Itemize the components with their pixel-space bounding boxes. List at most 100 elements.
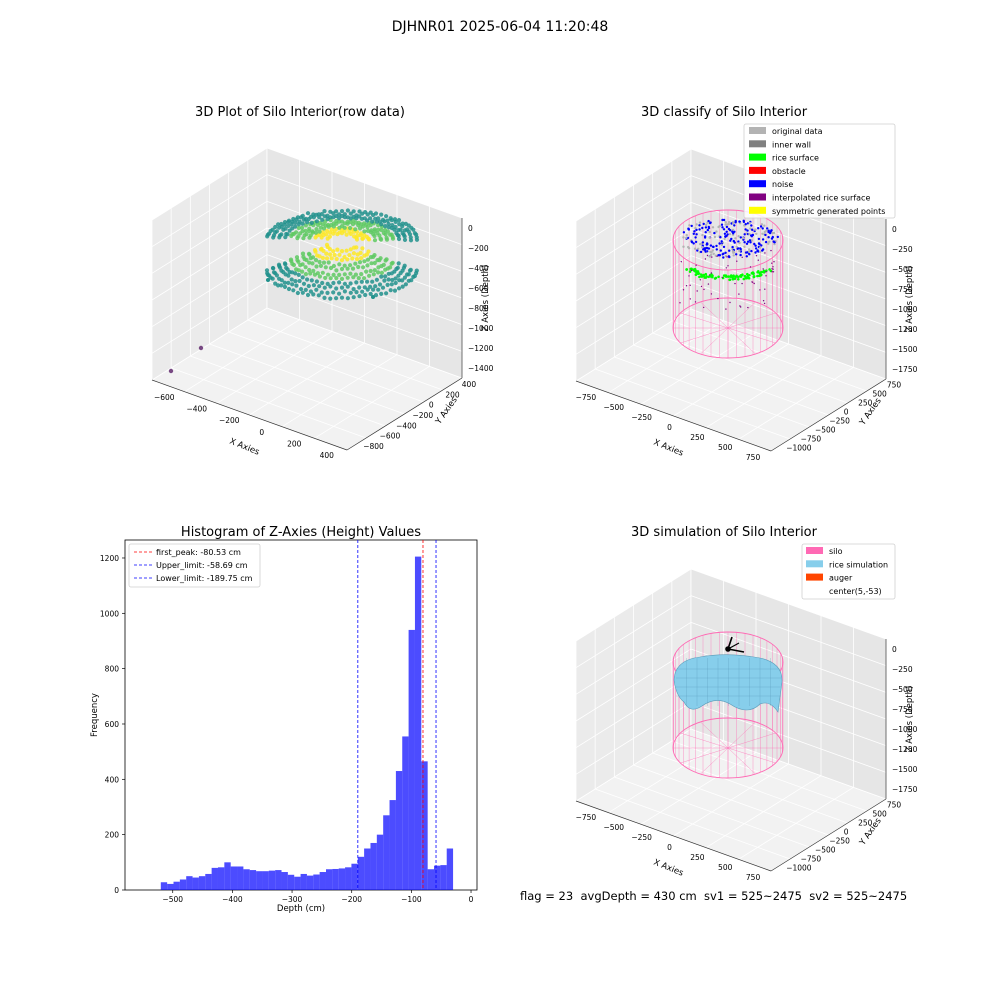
x-tick-label: 0: [259, 428, 264, 437]
data-point: [293, 224, 298, 229]
data-point: [363, 210, 368, 215]
data-point: [334, 268, 339, 273]
classified-point: [752, 275, 756, 278]
classified-point: [731, 276, 734, 280]
data-point: [314, 264, 319, 269]
data-point: [347, 253, 352, 258]
data-point: [271, 270, 277, 275]
data-point: [339, 224, 345, 229]
data-point: [310, 229, 315, 234]
classified-point: [743, 245, 746, 248]
x-tick-label: 750: [746, 873, 761, 882]
data-point: [351, 251, 356, 256]
data-point: [354, 257, 360, 262]
x-tick-label: 250: [690, 433, 705, 442]
z-tick-label: −1000: [892, 305, 918, 314]
classified-point: [722, 245, 726, 249]
legend-label: Lower_limit: -189.75 cm: [156, 574, 253, 583]
classified-point: [719, 236, 722, 239]
data-point: [284, 265, 289, 270]
data-point: [356, 264, 361, 270]
classified-point: [725, 230, 728, 233]
classified-point: [687, 245, 690, 249]
figure-title: DJHNR01 2025-06-04 11:20:48: [392, 19, 609, 35]
data-point: [348, 271, 353, 276]
data-point: [328, 296, 333, 301]
data-point: [390, 234, 395, 239]
data-point: [390, 223, 395, 228]
classified-point: [707, 247, 711, 250]
data-point: [294, 255, 300, 260]
data-point: [393, 280, 398, 286]
data-point: [380, 217, 386, 222]
classified-point: [756, 274, 759, 278]
data-point: [279, 283, 284, 288]
data-point: [323, 265, 328, 270]
data-point: [334, 296, 339, 301]
data-point: [322, 209, 327, 214]
classified-point: [698, 228, 701, 231]
histogram-bar: [211, 867, 218, 890]
data-point: [357, 294, 362, 299]
x-tick-label: −750: [576, 813, 597, 822]
y-axis-label: Frequency: [90, 693, 100, 737]
data-point: [329, 256, 334, 261]
classified-point: [711, 256, 713, 258]
classified-point: [708, 221, 712, 225]
classified-point: [759, 225, 763, 228]
data-point: [396, 233, 401, 238]
histogram-bar: [186, 876, 193, 890]
classified-point: [722, 252, 725, 255]
classified-point: [707, 283, 710, 285]
data-point: [168, 368, 174, 374]
legend-swatch: [806, 573, 823, 581]
histogram-bar: [300, 873, 307, 890]
data-point: [364, 269, 369, 274]
data-point: [300, 225, 305, 230]
data-point: [376, 270, 381, 275]
classified-point: [735, 245, 738, 248]
data-point: [276, 222, 281, 227]
data-point: [406, 278, 411, 283]
classified-point: [682, 231, 686, 234]
classified-point: [771, 271, 773, 273]
data-point: [345, 275, 350, 280]
x-axis-line: [575, 380, 772, 452]
data-point: [273, 281, 278, 286]
x-axis-label: Depth (cm): [277, 904, 325, 914]
classified-point: [718, 242, 721, 245]
data-point: [372, 268, 377, 273]
classified-point: [734, 219, 737, 223]
x-axis-label: X Axies: [228, 437, 261, 458]
data-point: [266, 278, 270, 282]
data-point: [334, 209, 339, 214]
data-point: [318, 263, 323, 268]
classified-point: [703, 306, 705, 309]
data-point: [295, 290, 300, 296]
data-point: [402, 237, 408, 242]
histogram-bar: [230, 866, 238, 890]
data-point: [300, 213, 305, 218]
data-point: [324, 256, 330, 261]
x-tick-label: −750: [576, 393, 597, 402]
classified-point: [733, 224, 736, 227]
data-point: [372, 260, 377, 266]
y-tick-label: −600: [380, 432, 401, 441]
data-point: [305, 292, 311, 298]
classified-point: [748, 221, 751, 225]
data-point: [345, 296, 350, 301]
data-point: [403, 282, 408, 287]
classified-point: [739, 305, 741, 307]
classified-point: [757, 259, 759, 261]
y-tick-label: −800: [363, 442, 384, 451]
data-point: [375, 258, 380, 263]
data-point: [312, 248, 318, 253]
histogram-bar: [402, 736, 409, 890]
data-point: [348, 247, 353, 252]
histogram-bar: [434, 865, 441, 890]
classified-point: [711, 226, 715, 229]
legend-label: obstacle: [772, 167, 806, 176]
classified-point: [709, 253, 713, 256]
grid-line: [575, 175, 692, 249]
classified-point: [695, 228, 698, 232]
